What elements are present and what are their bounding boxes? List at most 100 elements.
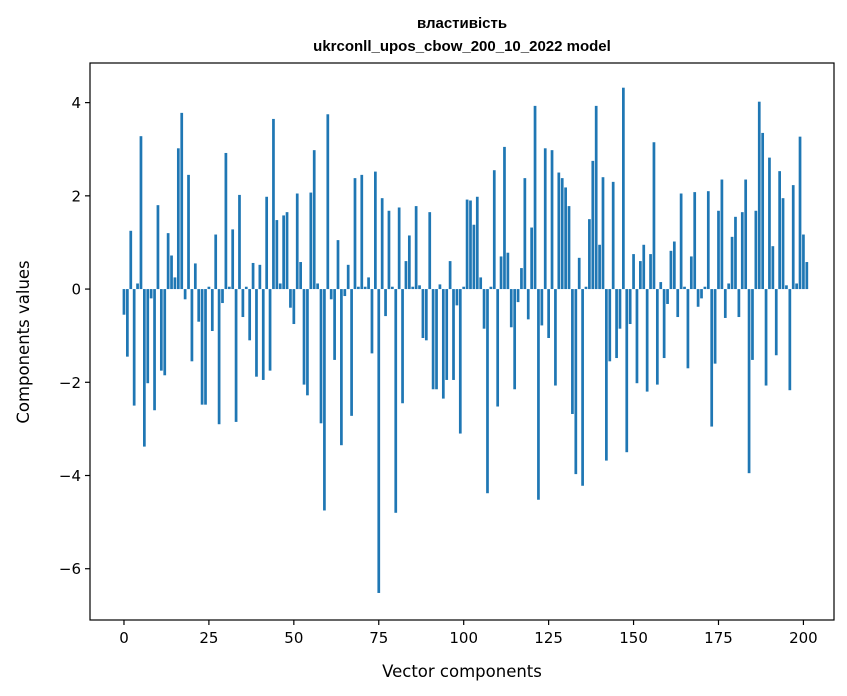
bar xyxy=(312,150,316,290)
bar xyxy=(781,198,785,290)
bar xyxy=(282,215,285,290)
bar xyxy=(557,172,561,290)
bar xyxy=(628,289,632,325)
bar xyxy=(455,289,459,306)
bar xyxy=(751,289,754,360)
y-tick-label: 2 xyxy=(71,187,81,205)
bar xyxy=(734,216,737,290)
bar xyxy=(435,289,438,390)
bar xyxy=(652,142,656,290)
bar xyxy=(377,289,381,593)
bar xyxy=(275,220,279,290)
bar xyxy=(683,286,686,290)
bar xyxy=(802,234,805,290)
bar xyxy=(261,289,265,380)
bar xyxy=(132,289,136,406)
bar xyxy=(207,286,211,290)
chart-subtitle: ukrconll_upos_cbow_200_10_2022 model xyxy=(313,38,611,55)
bar xyxy=(384,289,387,317)
bar xyxy=(693,192,697,290)
bar xyxy=(234,289,238,422)
bar xyxy=(221,289,224,304)
bar xyxy=(180,112,184,290)
bar xyxy=(506,252,510,290)
bar xyxy=(418,285,421,290)
bar xyxy=(486,289,489,494)
bar xyxy=(309,192,313,290)
bar xyxy=(159,289,163,371)
bar xyxy=(438,284,442,290)
x-tick-label: 0 xyxy=(119,629,129,647)
bar xyxy=(605,289,608,461)
bar xyxy=(289,289,292,308)
bar xyxy=(122,289,126,315)
bar xyxy=(360,174,364,290)
y-tick-label: −6 xyxy=(59,560,81,578)
bar xyxy=(146,289,150,384)
bar xyxy=(329,289,333,300)
bar xyxy=(805,262,809,290)
bar xyxy=(156,205,160,290)
bar xyxy=(448,261,452,290)
bar xyxy=(374,171,377,290)
bar xyxy=(397,207,401,290)
chart-title: властивість xyxy=(417,15,507,32)
bar xyxy=(323,289,326,511)
bar xyxy=(785,285,788,290)
bar xyxy=(204,289,207,405)
bar xyxy=(560,178,564,290)
bar xyxy=(268,289,272,371)
bar xyxy=(143,289,146,447)
bar xyxy=(445,289,449,380)
bar xyxy=(200,289,204,405)
bar xyxy=(533,105,537,290)
bar xyxy=(632,254,635,290)
bar xyxy=(791,185,795,290)
bar xyxy=(197,289,201,322)
x-tick-label: 100 xyxy=(449,629,478,647)
bar xyxy=(622,87,625,290)
bar xyxy=(581,289,584,486)
bar xyxy=(357,286,360,290)
bar xyxy=(710,289,714,427)
bar xyxy=(251,262,255,290)
bar xyxy=(662,289,666,359)
bar xyxy=(564,187,567,290)
x-tick-label: 25 xyxy=(199,629,218,647)
bar xyxy=(227,286,231,290)
bar xyxy=(136,283,139,290)
bar xyxy=(387,210,391,290)
bar xyxy=(428,212,432,290)
bar xyxy=(258,264,262,290)
y-tick-label: 0 xyxy=(71,281,81,299)
bar xyxy=(421,289,425,338)
bar xyxy=(696,289,700,307)
x-tick-label: 75 xyxy=(369,629,388,647)
bar xyxy=(153,289,156,411)
bar xyxy=(523,178,527,290)
bar xyxy=(788,289,792,391)
bar xyxy=(778,171,781,290)
bar xyxy=(618,289,622,329)
bar xyxy=(326,114,330,290)
bar xyxy=(554,289,557,386)
bar xyxy=(547,289,550,338)
bar xyxy=(238,194,241,290)
bar xyxy=(411,286,415,290)
bar xyxy=(795,283,798,290)
bar xyxy=(588,219,591,290)
bar xyxy=(591,160,595,290)
bar xyxy=(489,286,493,290)
bar xyxy=(465,199,469,290)
bar xyxy=(537,289,540,500)
x-tick-label: 50 xyxy=(284,629,303,647)
bar xyxy=(462,286,466,290)
x-tick-label: 200 xyxy=(789,629,818,647)
bar xyxy=(149,289,153,299)
x-tick-label: 175 xyxy=(704,629,733,647)
bar xyxy=(730,236,734,290)
bar xyxy=(295,193,299,290)
bar xyxy=(754,210,758,290)
bar xyxy=(798,136,802,290)
